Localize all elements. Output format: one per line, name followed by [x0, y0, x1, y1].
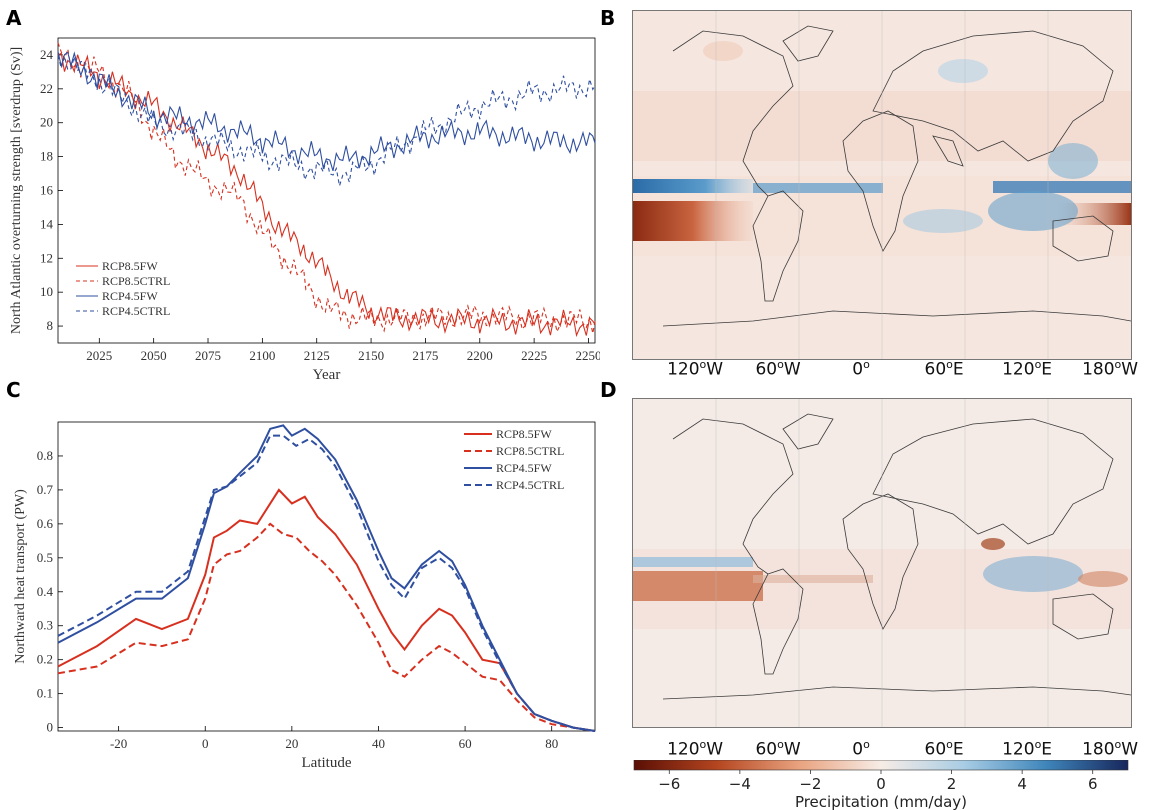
- precip-map-b: [632, 10, 1132, 360]
- x-tick-label: 80: [545, 736, 558, 751]
- precip-map-d: [632, 398, 1132, 728]
- x-tick-label: 2200: [467, 348, 493, 363]
- x-tick-label: 2075: [195, 348, 221, 363]
- map-d-longitude-labels: 120oW 60oW 0o 60oE 120oE 180oW: [632, 738, 1138, 762]
- longitude-label: 60oE: [924, 738, 964, 760]
- longitude-label: 60oW: [755, 738, 801, 760]
- legend-label: RCP8.5FW: [102, 259, 158, 273]
- y-tick-label: 18: [40, 149, 53, 164]
- colorbar-tick-label: −4: [729, 775, 751, 793]
- overturning-strength-chart: 2025 2050 2075 2100 2125 2150 2175 2200 2225 2250…: [9, 37, 600, 383]
- series-line-rcp4-5ctrl: [57, 54, 596, 186]
- x-axis-label: Latitude: [302, 755, 352, 771]
- y-tick-label: 0: [47, 720, 54, 735]
- colorbar-tick-label: 6: [1088, 775, 1098, 793]
- series-line-rcp4-5fw: [57, 51, 596, 172]
- y-axis-label: Northward heat transport (PW): [13, 489, 28, 664]
- series-line-rcp8-5fw: [57, 52, 596, 338]
- y-tick-label: 20: [40, 115, 53, 130]
- series-line-rcp8-5fw: [57, 488, 596, 732]
- heat-transport-chart: -20 0 20 40 60 80 0 0.1 0.2 0.3 0.4 0.5 0.6 0.7 0.8 Lat…: [13, 421, 596, 771]
- y-tick-label: 0.2: [37, 652, 53, 667]
- x-tick-label: 20: [285, 736, 298, 751]
- series-line-rcp8-5ctrl: [57, 522, 596, 732]
- x-tick-label: 2025: [86, 348, 112, 363]
- panel-letter-c: C: [6, 378, 21, 402]
- y-tick-label: 12: [40, 250, 53, 265]
- y-tick-label: 10: [40, 284, 53, 299]
- x-tick-label: 2225: [521, 348, 547, 363]
- world-map-d: [633, 399, 1131, 727]
- y-tick-label: 8: [47, 318, 54, 333]
- legend-label: RCP4.5FW: [102, 289, 158, 303]
- series-line-rcp4-5fw: [57, 424, 596, 732]
- x-tick-label: 2150: [358, 348, 384, 363]
- legend-label: RCP4.5FW: [496, 461, 552, 475]
- y-axis-label: North Atlantic overturning strength [sve…: [9, 47, 24, 334]
- colorbar-tick-label: −2: [799, 775, 821, 793]
- x-tick-label: 40: [372, 736, 385, 751]
- colorbar-tick-label: −6: [658, 775, 680, 793]
- legend-label: RCP4.5CTRL: [496, 478, 564, 492]
- y-tick-label: 22: [40, 81, 53, 96]
- x-tick-label: 2175: [412, 348, 438, 363]
- y-tick-label: 0.5: [37, 550, 53, 565]
- y-tick-label: 0.7: [37, 482, 54, 497]
- y-tick-label: 0.8: [37, 448, 53, 463]
- y-tick-label: 0.1: [37, 686, 53, 701]
- x-axis-label: Year: [313, 367, 341, 383]
- x-tick-label: 2250: [575, 348, 600, 363]
- longitude-label: 180oW: [1082, 358, 1139, 380]
- colorbar-gradient: [633, 760, 1129, 771]
- y-tick-label: 24: [40, 47, 54, 62]
- longitude-label: 120oE: [1002, 358, 1053, 380]
- x-tick-label: 60: [459, 736, 472, 751]
- x-tick-label: -20: [110, 736, 127, 751]
- colorbar-tick-label: 4: [1017, 775, 1027, 793]
- colorbar-tick-label: 0: [876, 775, 886, 793]
- y-tick-label: 0.3: [37, 618, 53, 633]
- x-tick-label: 2125: [304, 348, 330, 363]
- plot-frame: [57, 421, 596, 732]
- longitude-label: 120oE: [1002, 738, 1053, 760]
- longitude-label: 60oE: [924, 358, 964, 380]
- x-tick-label: 2100: [249, 348, 275, 363]
- longitude-label: 180oW: [1082, 738, 1139, 760]
- longitude-label: 0o: [852, 358, 870, 380]
- series-line-rcp8-5ctrl: [57, 42, 596, 334]
- world-map-b: [633, 11, 1131, 359]
- y-tick-label: 0.4: [37, 584, 54, 599]
- map-b-longitude-labels: 120oW 60oW 0o 60oE 120oE 180oW: [632, 358, 1138, 382]
- longitude-label: 0o: [852, 738, 870, 760]
- x-tick-label: 2050: [141, 348, 167, 363]
- x-tick-label: 0: [202, 736, 209, 751]
- y-tick-label: 14: [40, 216, 54, 231]
- y-tick-label: 0.6: [37, 516, 54, 531]
- longitude-label: 120oW: [667, 358, 724, 380]
- panel-letter-a: A: [6, 6, 22, 30]
- precipitation-colorbar: −6 −4 −2 0 2 4 6 Precipitation (mm/day): [633, 760, 1129, 810]
- panel-letter-d: D: [600, 378, 617, 402]
- colorbar-label: Precipitation (mm/day): [795, 793, 967, 810]
- longitude-label: 120oW: [667, 738, 724, 760]
- legend-label: RCP8.5CTRL: [102, 274, 170, 288]
- legend-label: RCP4.5CTRL: [102, 304, 170, 318]
- legend-label: RCP8.5CTRL: [496, 444, 564, 458]
- panel-letter-b: B: [600, 6, 616, 30]
- colorbar-tick-label: 2: [947, 775, 957, 793]
- legend-label: RCP8.5FW: [496, 427, 552, 441]
- longitude-label: 60oW: [755, 358, 801, 380]
- series-line-rcp4-5ctrl: [57, 434, 596, 732]
- y-tick-label: 16: [40, 183, 54, 198]
